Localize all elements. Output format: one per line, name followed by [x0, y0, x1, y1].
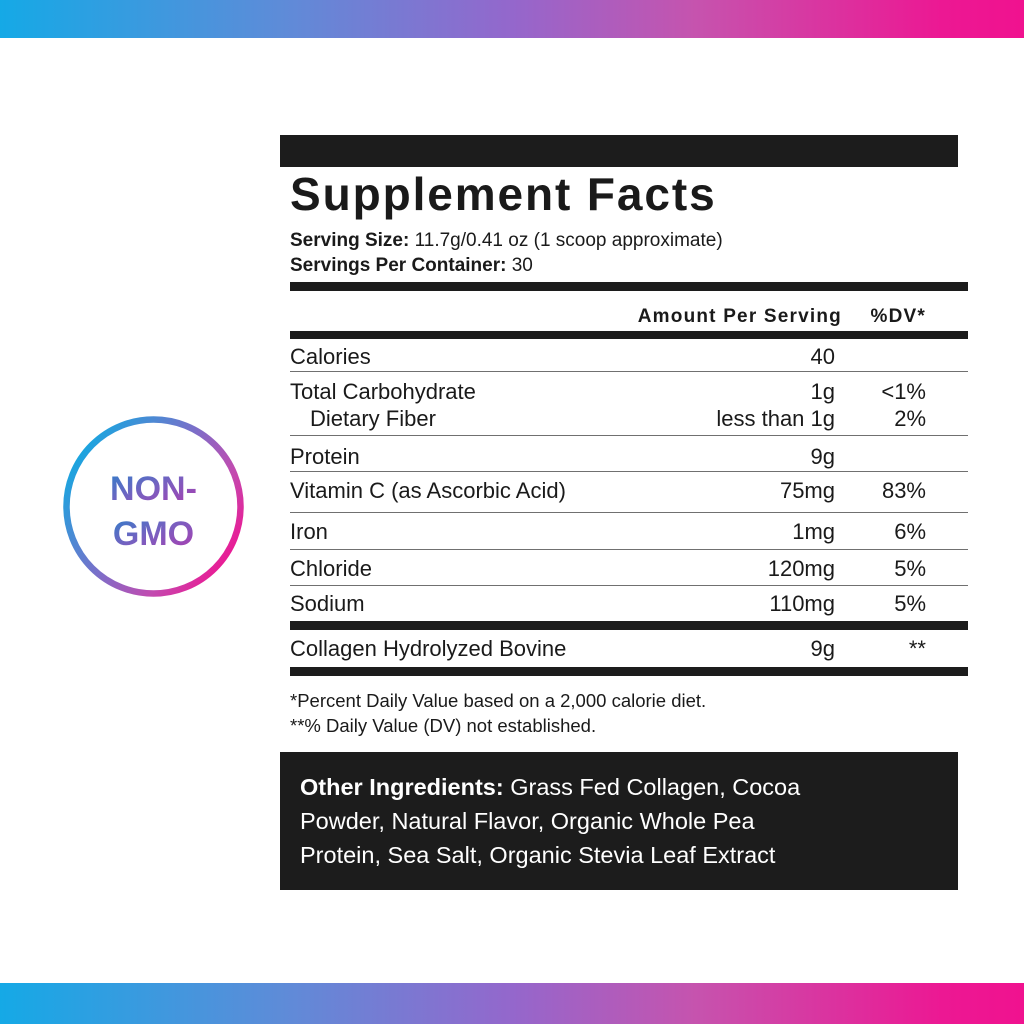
svg-text:GMO: GMO: [113, 515, 194, 553]
svg-text:NON-: NON-: [110, 470, 197, 508]
